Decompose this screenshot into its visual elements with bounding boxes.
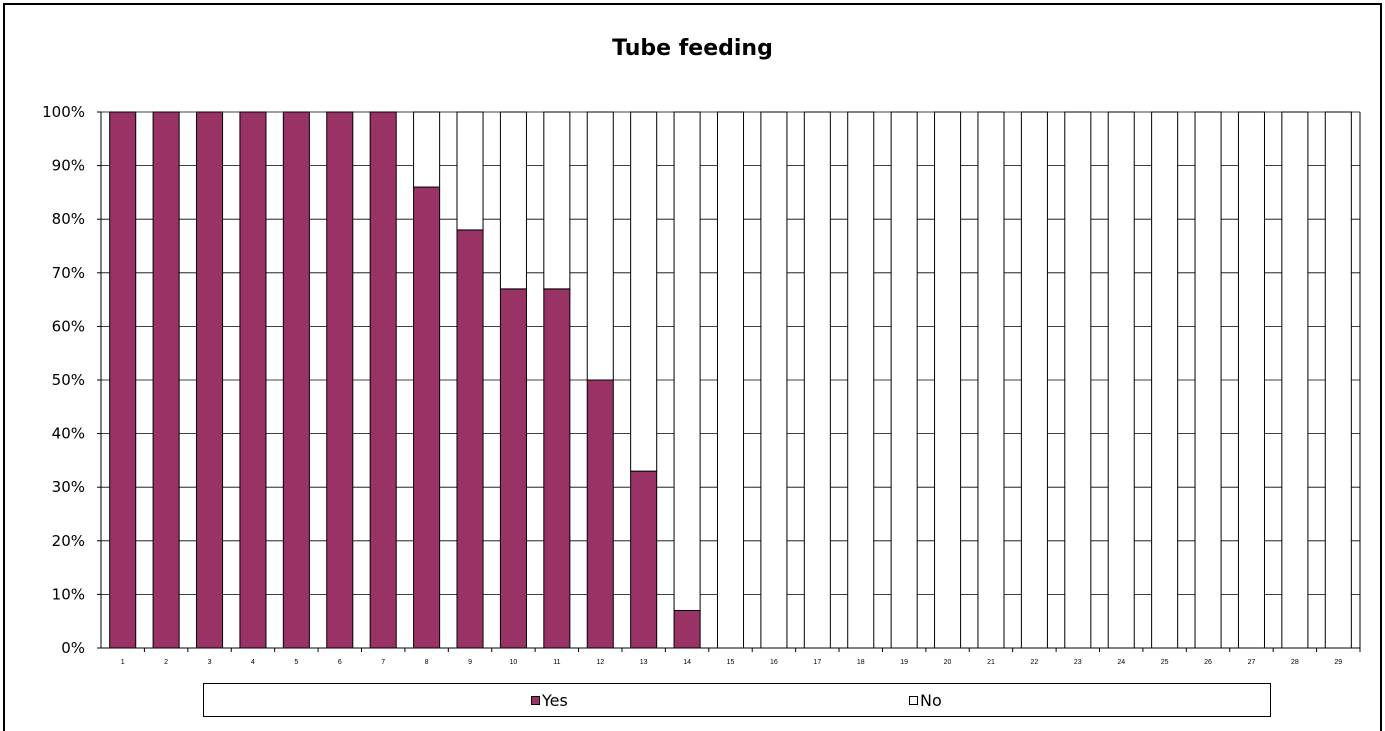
- bar-no-15: [716, 111, 745, 649]
- y-tick-label: 20%: [52, 532, 85, 550]
- bar-yes-9: [456, 229, 484, 649]
- bar-no-23: [1064, 111, 1092, 649]
- y-tick-label: 50%: [52, 371, 85, 389]
- legend-swatch-no: [909, 696, 918, 705]
- bar-yes-6: [326, 111, 354, 649]
- x-tick-label: 3: [208, 659, 212, 666]
- bar-yes-1: [109, 111, 137, 649]
- bar-no-16: [760, 111, 788, 649]
- y-tick-label: 100%: [42, 103, 85, 121]
- x-tick-label: 29: [1334, 659, 1342, 666]
- x-tick-label: 6: [338, 659, 342, 666]
- x-tick-label: 15: [727, 659, 735, 666]
- x-tick-label: 4: [251, 659, 255, 666]
- x-tick-label: 16: [770, 659, 778, 666]
- x-tick-label: 8: [425, 659, 429, 666]
- legend-item-no: No: [909, 691, 942, 710]
- legend-swatch-yes: [531, 696, 540, 705]
- x-tick-label: 9: [468, 659, 472, 666]
- y-tick-label: 0%: [61, 639, 85, 657]
- y-tick-label: 90%: [52, 157, 85, 175]
- bar-yes-8: [413, 186, 441, 649]
- x-tick-label: 23: [1074, 659, 1082, 666]
- bar-no-19: [890, 111, 918, 649]
- bar-yes-5: [282, 111, 310, 649]
- bar-no-18: [847, 111, 875, 649]
- bar-no-9: [456, 111, 484, 231]
- legend-label-yes: Yes: [542, 691, 568, 710]
- bar-no-22: [1020, 111, 1048, 649]
- bar-yes-11: [543, 288, 571, 649]
- legend-label-no: No: [920, 691, 942, 710]
- bar-no-21: [977, 111, 1005, 649]
- bar-no-20: [934, 111, 962, 649]
- legend-item-yes: Yes: [531, 691, 568, 710]
- y-tick-label: 70%: [52, 264, 85, 282]
- x-tick-label: 11: [553, 659, 560, 666]
- y-tick-label: 10%: [52, 585, 85, 603]
- chart-frame: [3, 3, 1382, 731]
- y-tick-label: 30%: [52, 478, 85, 496]
- y-tick-label: 40%: [52, 425, 85, 443]
- x-tick-label: 10: [510, 659, 518, 666]
- y-tick-label: 60%: [52, 317, 85, 335]
- x-tick-label: 13: [640, 659, 648, 666]
- x-tick-label: 27: [1248, 659, 1256, 666]
- bar-yes-2: [152, 111, 180, 649]
- bar-no-14: [673, 111, 701, 611]
- chart-title: Tube feeding: [612, 36, 773, 61]
- bar-no-29: [1324, 111, 1352, 649]
- x-tick-label: 1: [121, 659, 125, 666]
- x-tick-label: 28: [1291, 659, 1299, 666]
- x-tick-label: 12: [596, 659, 604, 666]
- x-tick-label: 14: [683, 659, 691, 666]
- bar-no-25: [1151, 111, 1179, 649]
- bar-no-11: [543, 111, 571, 290]
- bar-yes-10: [499, 288, 527, 649]
- x-tick-label: 2: [164, 659, 168, 666]
- x-tick-label: 22: [1030, 659, 1038, 666]
- x-tick-label: 26: [1204, 659, 1212, 666]
- bar-no-8: [413, 111, 441, 188]
- bar-yes-4: [239, 111, 267, 649]
- bar-no-13: [630, 111, 658, 472]
- x-tick-label: 5: [294, 659, 298, 666]
- bar-no-26: [1194, 111, 1222, 649]
- bar-no-17: [803, 111, 831, 649]
- bar-no-12: [586, 111, 614, 381]
- x-tick-label: 17: [813, 659, 821, 666]
- bar-no-28: [1281, 111, 1309, 649]
- x-tick-label: 24: [1117, 659, 1125, 666]
- x-tick-label: 20: [944, 659, 952, 666]
- bar-no-24: [1107, 111, 1135, 649]
- bar-yes-3: [196, 111, 224, 649]
- chart-legend: Yes No: [203, 683, 1271, 717]
- bar-no-27: [1237, 111, 1265, 649]
- bar-yes-12: [586, 379, 614, 649]
- bar-yes-13: [630, 470, 658, 649]
- x-tick-label: 18: [857, 659, 865, 666]
- y-tick-label: 80%: [52, 210, 85, 228]
- bar-no-10: [499, 111, 527, 290]
- bar-yes-7: [369, 111, 397, 649]
- x-tick-label: 21: [987, 659, 995, 666]
- bar-yes-14: [673, 609, 701, 649]
- x-tick-label: 25: [1161, 659, 1169, 666]
- x-tick-label: 19: [900, 659, 908, 666]
- x-tick-label: 7: [381, 659, 385, 666]
